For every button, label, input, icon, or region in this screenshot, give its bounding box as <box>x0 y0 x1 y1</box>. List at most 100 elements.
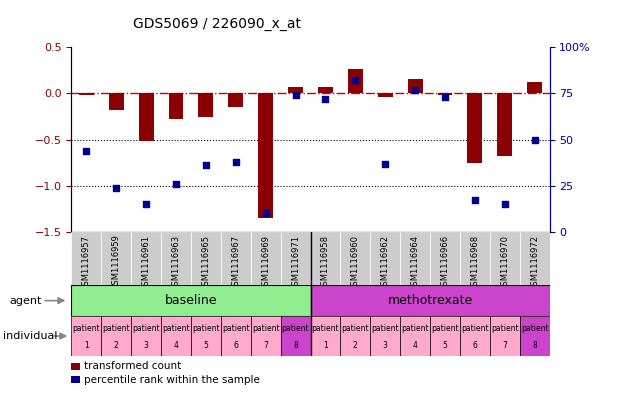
Bar <box>281 316 310 356</box>
Bar <box>310 285 550 316</box>
Point <box>500 201 510 208</box>
Text: 1: 1 <box>323 342 328 350</box>
Bar <box>221 316 251 356</box>
Text: patient: patient <box>222 324 250 332</box>
Bar <box>468 93 483 163</box>
Text: patient: patient <box>371 324 399 332</box>
Point <box>201 162 211 169</box>
Bar <box>340 232 370 285</box>
Point <box>380 160 390 167</box>
Bar <box>131 316 161 356</box>
Bar <box>438 93 453 95</box>
Text: 3: 3 <box>143 342 148 350</box>
Point <box>530 136 540 143</box>
Bar <box>191 316 221 356</box>
Bar <box>288 87 303 93</box>
Text: individual: individual <box>3 331 58 341</box>
Text: patient: patient <box>73 324 100 332</box>
Text: patient: patient <box>401 324 429 332</box>
Text: baseline: baseline <box>165 294 217 307</box>
Bar <box>520 316 550 356</box>
Bar <box>370 232 400 285</box>
Text: percentile rank within the sample: percentile rank within the sample <box>84 375 260 385</box>
Bar <box>71 285 310 316</box>
Text: patient: patient <box>252 324 279 332</box>
Bar <box>497 93 512 156</box>
Text: patient: patient <box>521 324 548 332</box>
Bar <box>318 87 333 93</box>
Point <box>231 158 241 165</box>
Text: 5: 5 <box>204 342 208 350</box>
Text: methotrexate: methotrexate <box>388 294 473 307</box>
Bar <box>258 93 273 218</box>
Point <box>350 77 360 84</box>
Text: GSM1116967: GSM1116967 <box>231 235 240 291</box>
Text: patient: patient <box>461 324 489 332</box>
Text: transformed count: transformed count <box>84 361 181 371</box>
Bar <box>400 232 430 285</box>
Point <box>470 197 480 204</box>
Text: patient: patient <box>192 324 220 332</box>
Text: 6: 6 <box>473 342 478 350</box>
Text: GSM1116963: GSM1116963 <box>171 235 181 291</box>
Text: 2: 2 <box>114 342 119 350</box>
Bar <box>221 232 251 285</box>
Text: GSM1116960: GSM1116960 <box>351 235 360 290</box>
Bar <box>168 93 183 119</box>
Text: patient: patient <box>491 324 519 332</box>
Bar <box>71 232 101 285</box>
Bar <box>520 232 550 285</box>
Text: 7: 7 <box>263 342 268 350</box>
Bar <box>101 316 131 356</box>
Text: GSM1116970: GSM1116970 <box>501 235 509 290</box>
Bar <box>407 79 422 93</box>
Bar <box>251 316 281 356</box>
Text: GSM1116971: GSM1116971 <box>291 235 300 290</box>
Bar <box>191 232 221 285</box>
Text: GSM1116965: GSM1116965 <box>201 235 211 290</box>
Bar <box>229 93 243 107</box>
Point <box>111 184 121 191</box>
Text: GSM1116962: GSM1116962 <box>381 235 390 290</box>
Bar <box>161 232 191 285</box>
Text: GSM1116972: GSM1116972 <box>530 235 539 290</box>
Text: patient: patient <box>282 324 309 332</box>
Text: GSM1116968: GSM1116968 <box>470 235 479 291</box>
Bar <box>378 93 392 97</box>
Bar <box>109 93 124 110</box>
Text: GSM1116958: GSM1116958 <box>321 235 330 290</box>
Text: GSM1116964: GSM1116964 <box>410 235 420 290</box>
Bar <box>71 316 101 356</box>
Bar <box>490 316 520 356</box>
Bar <box>460 316 490 356</box>
Text: 8: 8 <box>293 342 298 350</box>
Text: patient: patient <box>132 324 160 332</box>
Bar <box>101 232 131 285</box>
Point <box>171 181 181 187</box>
Bar <box>251 232 281 285</box>
Point <box>261 210 271 217</box>
Bar <box>400 316 430 356</box>
Text: patient: patient <box>342 324 369 332</box>
Text: 2: 2 <box>353 342 358 350</box>
Text: GDS5069 / 226090_x_at: GDS5069 / 226090_x_at <box>134 17 301 31</box>
Bar <box>71 376 80 384</box>
Text: patient: patient <box>162 324 190 332</box>
Text: agent: agent <box>9 296 42 306</box>
Text: GSM1116961: GSM1116961 <box>142 235 151 290</box>
Point <box>81 147 91 154</box>
Bar <box>490 232 520 285</box>
Text: GSM1116957: GSM1116957 <box>82 235 91 290</box>
Bar <box>161 316 191 356</box>
Text: 5: 5 <box>443 342 447 350</box>
Bar <box>131 232 161 285</box>
Bar <box>281 232 310 285</box>
Bar <box>310 232 340 285</box>
Text: 8: 8 <box>532 342 537 350</box>
Bar <box>340 316 370 356</box>
Text: 7: 7 <box>502 342 507 350</box>
Text: GSM1116969: GSM1116969 <box>261 235 270 290</box>
Bar <box>348 69 363 93</box>
Point <box>320 96 330 102</box>
Bar <box>79 93 94 95</box>
